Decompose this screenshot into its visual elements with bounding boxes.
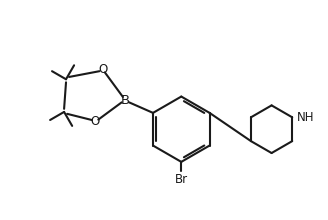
Text: NH: NH [297,111,314,124]
Text: O: O [98,63,107,76]
Text: B: B [121,94,130,107]
Text: O: O [90,115,99,128]
Text: Br: Br [175,173,188,186]
